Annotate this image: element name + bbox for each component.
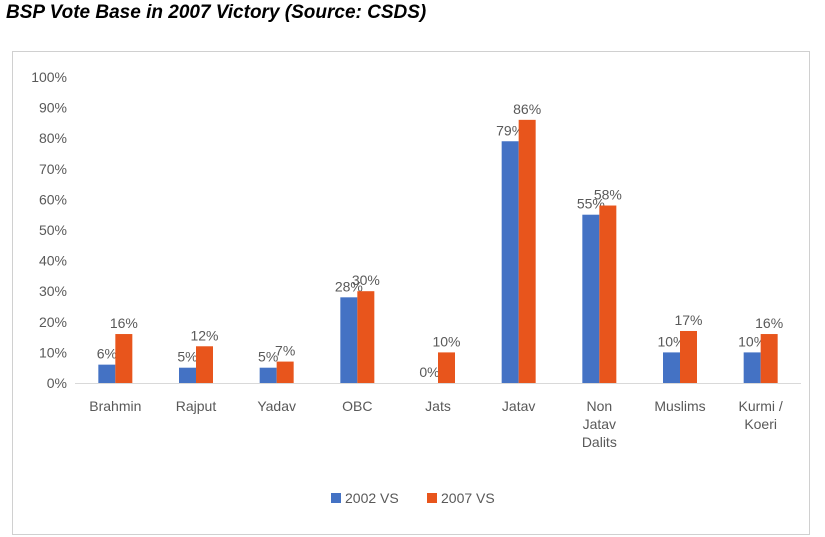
y-tick-label: 100% [31, 69, 67, 85]
x-category-label: Yadav [257, 398, 296, 414]
bar-2007-vs-non-jatav-dalits [599, 205, 617, 383]
y-tick-label: 60% [39, 191, 67, 207]
data-label: 6% [97, 346, 117, 362]
bar-2007-vs-brahmin [115, 334, 133, 383]
legend-label: 2007 VS [441, 490, 495, 506]
bar-2007-vs-kurmi-koeri [760, 334, 778, 383]
data-label: 10% [657, 333, 685, 349]
data-label: 58% [594, 187, 622, 203]
x-category-label: Brahmin [89, 398, 141, 414]
bar-2007-vs-rajput [196, 346, 213, 383]
x-category-label: Koeri [744, 416, 777, 432]
data-label: 55% [577, 196, 605, 212]
bar-2007-vs-jats [438, 352, 455, 383]
data-label: 0% [419, 364, 439, 380]
y-tick-label: 0% [47, 375, 67, 391]
data-label: 16% [110, 315, 138, 331]
data-label: 30% [352, 272, 380, 288]
bar-chart: 0% 10% 20% 30% 40% 50% 60% 70% 80% 90% 100% 6% 5% 5% 2… [31, 69, 801, 506]
bar-2007-vs-muslims [680, 330, 697, 383]
x-category-label: Muslims [654, 398, 705, 414]
data-label: 10% [432, 333, 460, 349]
x-category-label: Jatav [583, 416, 616, 432]
y-tick-label: 20% [39, 314, 67, 330]
y-tick-label: 50% [39, 222, 67, 238]
legend-swatch-2007-vs [427, 493, 437, 503]
data-label: 17% [674, 312, 702, 328]
data-label: 7% [275, 343, 295, 359]
bar-2002-vs-jatav [501, 141, 519, 383]
y-tick-label: 70% [39, 161, 67, 177]
y-tick-label: 80% [39, 130, 67, 146]
x-category-label: Non [586, 398, 612, 414]
bar-2007-vs-yadav [276, 361, 294, 383]
data-label: 5% [258, 349, 278, 365]
bar-2002-vs-non-jatav-dalits [582, 214, 600, 383]
bar-2007-vs-obc [357, 291, 375, 383]
y-tick-label: 40% [39, 253, 67, 269]
y-tick-label: 90% [39, 100, 67, 116]
legend-label: 2002 VS [345, 490, 399, 506]
data-label: 12% [190, 327, 218, 343]
x-category-label: Jatav [502, 398, 535, 414]
data-label: 5% [177, 349, 197, 365]
bar-2002-vs-obc [340, 297, 358, 383]
bar-2002-vs-kurmi-koeri [743, 352, 761, 383]
x-category-label: OBC [342, 398, 372, 414]
bar-2007-vs-jatav [518, 119, 536, 383]
page-title: BSP Vote Base in 2007 Victory (Source: C… [6, 2, 427, 23]
chart-frame: 0% 10% 20% 30% 40% 50% 60% 70% 80% 90% 100% 6% 5% 5% 2… [12, 51, 810, 535]
legend-swatch-2002-vs [331, 493, 341, 503]
bar-2002-vs-yadav [259, 367, 277, 383]
data-label: 16% [755, 315, 783, 331]
x-category-label: Kurmi / [738, 398, 782, 414]
bar-2002-vs-brahmin [98, 364, 116, 383]
data-label: 28% [335, 278, 363, 294]
data-label: 10% [738, 333, 766, 349]
y-tick-label: 30% [39, 283, 67, 299]
x-category-label: Jats [425, 398, 451, 414]
y-tick-label: 10% [39, 344, 67, 360]
data-label: 79% [496, 122, 524, 138]
x-category-label: Rajput [176, 398, 217, 414]
data-label: 86% [513, 101, 541, 117]
bar-2002-vs-rajput [179, 367, 196, 383]
bar-2002-vs-muslims [663, 352, 680, 383]
x-category-label: Dalits [582, 434, 617, 450]
